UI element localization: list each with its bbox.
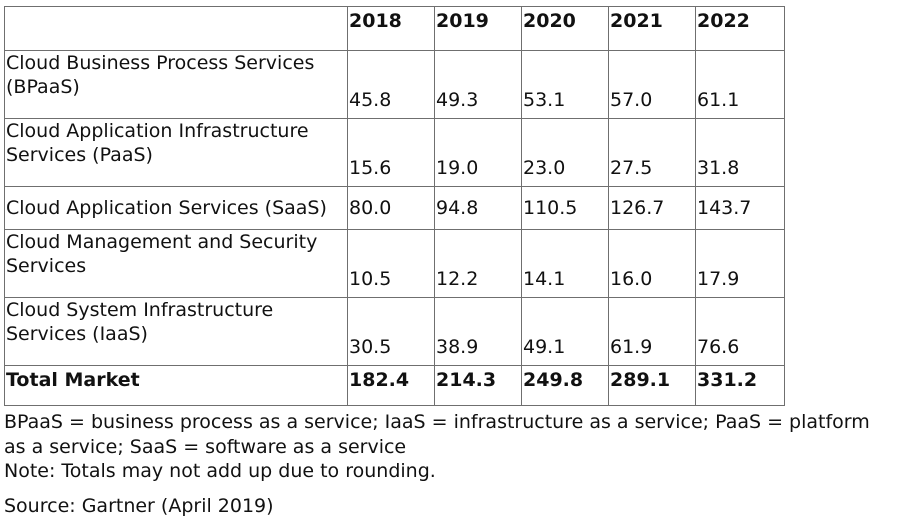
year-header-2018: 2018 xyxy=(347,6,435,51)
cell-value: 110.5 xyxy=(521,186,609,230)
cell-value: 31.8 xyxy=(695,118,785,187)
cell-value: 27.5 xyxy=(608,118,696,187)
row-label-paas: Cloud Application Infrastructure Service… xyxy=(4,118,348,187)
cell-value: 30.5 xyxy=(347,297,435,366)
cell-value: 49.1 xyxy=(521,297,609,366)
abbreviations-note: BPaaS = business process as a service; I… xyxy=(4,411,870,458)
total-value: 214.3 xyxy=(434,365,522,406)
table-row: Cloud System Infrastructure Services (Ia… xyxy=(4,297,785,366)
cell-value: 126.7 xyxy=(608,186,696,230)
rounding-note: Note: Totals may not add up due to round… xyxy=(4,460,436,482)
cell-value: 12.2 xyxy=(434,229,522,298)
row-label-iaas: Cloud System Infrastructure Services (Ia… xyxy=(4,297,348,366)
cell-value: 16.0 xyxy=(608,229,696,298)
year-header-2019: 2019 xyxy=(434,6,522,51)
total-value: 182.4 xyxy=(347,365,435,406)
row-label-management-security: Cloud Management and Security Services xyxy=(4,229,348,298)
header-corner-cell xyxy=(4,6,348,51)
cell-value: 10.5 xyxy=(347,229,435,298)
cell-value: 49.3 xyxy=(434,50,522,119)
header-row: 2018 2019 2020 2021 2022 xyxy=(4,6,785,51)
cell-value: 45.8 xyxy=(347,50,435,119)
cell-value: 53.1 xyxy=(521,50,609,119)
row-label-saas: Cloud Application Services (SaaS) xyxy=(4,186,348,230)
table-row: Cloud Business Process Services (BPaaS) … xyxy=(4,50,785,119)
total-value: 331.2 xyxy=(695,365,785,406)
forecast-table: 2018 2019 2020 2021 2022 Cloud Business … xyxy=(4,6,785,406)
year-header-2022: 2022 xyxy=(695,6,785,51)
cell-value: 19.0 xyxy=(434,118,522,187)
cell-value: 61.1 xyxy=(695,50,785,119)
table-row: Cloud Application Infrastructure Service… xyxy=(4,118,785,187)
cell-value: 14.1 xyxy=(521,229,609,298)
cell-value: 76.6 xyxy=(695,297,785,366)
cell-value: 17.9 xyxy=(695,229,785,298)
cell-value: 143.7 xyxy=(695,186,785,230)
cell-value: 61.9 xyxy=(608,297,696,366)
total-value: 289.1 xyxy=(608,365,696,406)
table-row: Cloud Management and Security Services 1… xyxy=(4,229,785,298)
footnotes: BPaaS = business process as a service; I… xyxy=(4,410,894,518)
cell-value: 15.6 xyxy=(347,118,435,187)
cell-value: 80.0 xyxy=(347,186,435,230)
cell-value: 57.0 xyxy=(608,50,696,119)
year-header-2021: 2021 xyxy=(608,6,696,51)
cell-value: 23.0 xyxy=(521,118,609,187)
row-label-bpaas: Cloud Business Process Services (BPaaS) xyxy=(4,50,348,119)
table-row: Cloud Application Services (SaaS) 80.0 9… xyxy=(4,186,785,230)
total-label: Total Market xyxy=(4,365,348,406)
year-header-2020: 2020 xyxy=(521,6,609,51)
total-row: Total Market 182.4 214.3 249.8 289.1 331… xyxy=(4,365,785,406)
cell-value: 38.9 xyxy=(434,297,522,366)
source-note: Source: Gartner (April 2019) xyxy=(4,494,274,517)
total-value: 249.8 xyxy=(521,365,609,406)
cell-value: 94.8 xyxy=(434,186,522,230)
